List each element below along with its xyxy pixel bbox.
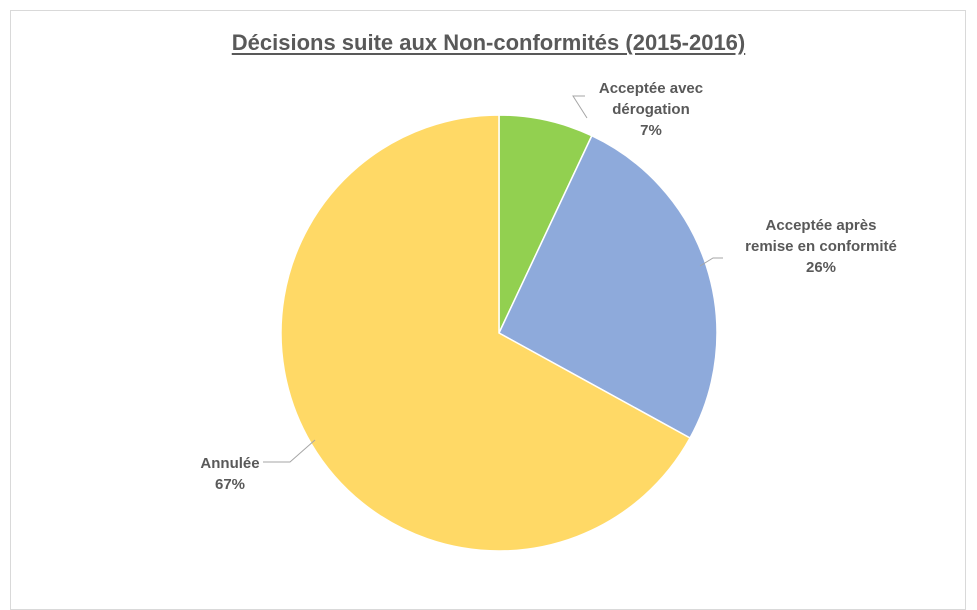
leader-line — [699, 257, 723, 267]
leader-line — [572, 95, 588, 119]
pie-slice — [280, 114, 692, 552]
pie-slices — [280, 114, 718, 552]
data-labels: Acceptée avec dérogation 7% Acceptée après r… — [200, 80, 896, 493]
slice-category-label: Acceptée après — [766, 217, 877, 234]
slice-value-label: 7% — [640, 122, 662, 139]
leader-lines — [263, 95, 723, 463]
slice-value-label: 26% — [806, 259, 836, 276]
chart-title: Décisions suite aux Non-conformités (201… — [231, 30, 746, 55]
slice-category-label: Acceptée avec — [599, 80, 703, 97]
slice-label: Acceptée après remise en conformité 26% — [745, 217, 897, 276]
slice-label: Acceptée avec dérogation 7% — [599, 80, 703, 139]
slice-category-label: remise en conformité — [745, 238, 897, 255]
slice-category-label: Annulée — [200, 455, 259, 472]
leader-line — [263, 439, 316, 463]
slice-value-label: 67% — [215, 476, 245, 493]
slice-label: Annulée 67% — [200, 455, 259, 493]
slice-category-label: dérogation — [612, 101, 690, 118]
pie-chart: Acceptée avec dérogation 7% Acceptée après r… — [200, 80, 897, 552]
